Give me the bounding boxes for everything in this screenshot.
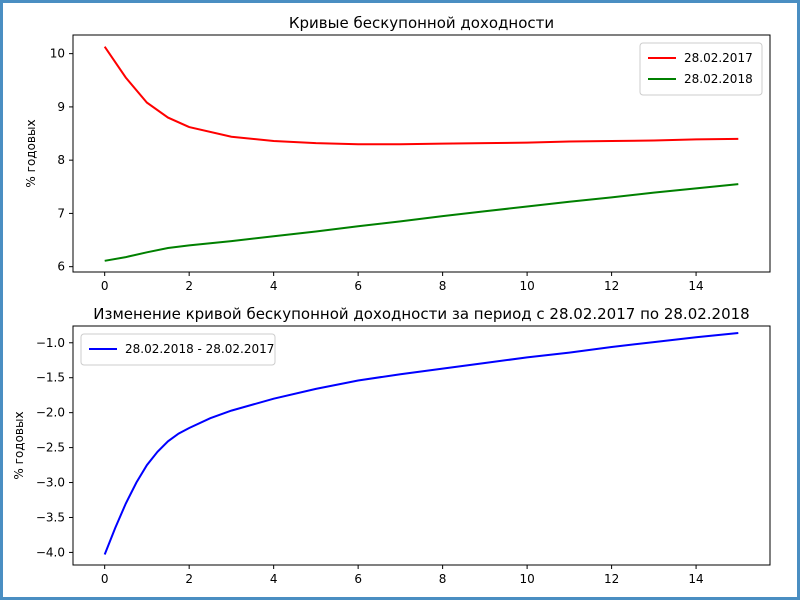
y-tick-label: −2.5 xyxy=(36,441,65,455)
y-tick-label: 7 xyxy=(57,206,65,220)
plot-area-border xyxy=(72,325,771,566)
y-tick-label: −2.0 xyxy=(36,406,65,420)
y-tick-label: 9 xyxy=(57,100,65,114)
figure: Кривые бескупонной доходности % годовых … xyxy=(12,14,771,586)
y-tick-label: −3.0 xyxy=(36,476,65,490)
x-tick-label: 12 xyxy=(604,279,619,293)
y-tick-label: −4.0 xyxy=(36,545,65,559)
x-tick-label: 8 xyxy=(439,279,447,293)
y-axis-label: % годовых xyxy=(24,119,38,187)
x-tick-label: 8 xyxy=(439,572,447,586)
x-tick-label: 4 xyxy=(270,279,278,293)
y-tick-label: −1.0 xyxy=(36,336,65,350)
x-tick-label: 6 xyxy=(354,279,362,293)
axis-ticks: 0 2 4 6 8 10 12 14 −1.0 −1.5 −2.0 −2.5 −3.0 −3.5 −4.0 xyxy=(36,336,704,586)
axis-ticks: 0 2 4 6 8 10 12 14 6 7 8 9 10 xyxy=(50,47,704,293)
chart-title: Кривые бескупонной доходности xyxy=(289,14,554,32)
x-tick-label: 0 xyxy=(101,572,109,586)
x-tick-label: 2 xyxy=(185,572,193,586)
y-tick-label: 6 xyxy=(57,260,65,274)
legend-label: 28.02.2018 - 28.02.2017 xyxy=(125,342,274,356)
y-tick-label: 8 xyxy=(57,153,65,167)
x-tick-label: 10 xyxy=(519,572,534,586)
series-lines xyxy=(103,46,739,262)
chart-title: Изменение кривой бескупонной доходности … xyxy=(93,305,749,323)
x-tick-label: 0 xyxy=(101,279,109,293)
chart-yield-change: Изменение кривой бескупонной доходности … xyxy=(12,305,771,586)
legend-label: 28.02.2018 xyxy=(684,72,753,86)
x-tick-label: 10 xyxy=(519,279,534,293)
x-tick-label: 14 xyxy=(688,279,703,293)
y-tick-label: −1.5 xyxy=(36,371,65,385)
legend: 28.02.2018 - 28.02.2017 xyxy=(80,333,276,366)
x-tick-label: 2 xyxy=(185,279,193,293)
x-tick-label: 12 xyxy=(604,572,619,586)
x-tick-label: 4 xyxy=(270,572,278,586)
y-axis-label: % годовых xyxy=(12,411,26,479)
plot-area-border xyxy=(72,34,771,273)
chart-yield-curves: Кривые бескупонной доходности % годовых … xyxy=(24,14,771,293)
legend: 28.02.2017 28.02.2018 xyxy=(639,42,763,96)
series-line xyxy=(103,332,739,555)
legend-label: 28.02.2017 xyxy=(684,51,753,65)
series-line xyxy=(104,183,739,262)
x-tick-label: 14 xyxy=(688,572,703,586)
y-tick-label: 10 xyxy=(50,47,65,61)
legend-box xyxy=(80,333,276,366)
y-tick-label: −3.5 xyxy=(36,510,65,524)
series-lines xyxy=(103,332,739,555)
x-tick-label: 6 xyxy=(354,572,362,586)
series-line xyxy=(103,46,739,146)
legend-box xyxy=(639,42,763,96)
